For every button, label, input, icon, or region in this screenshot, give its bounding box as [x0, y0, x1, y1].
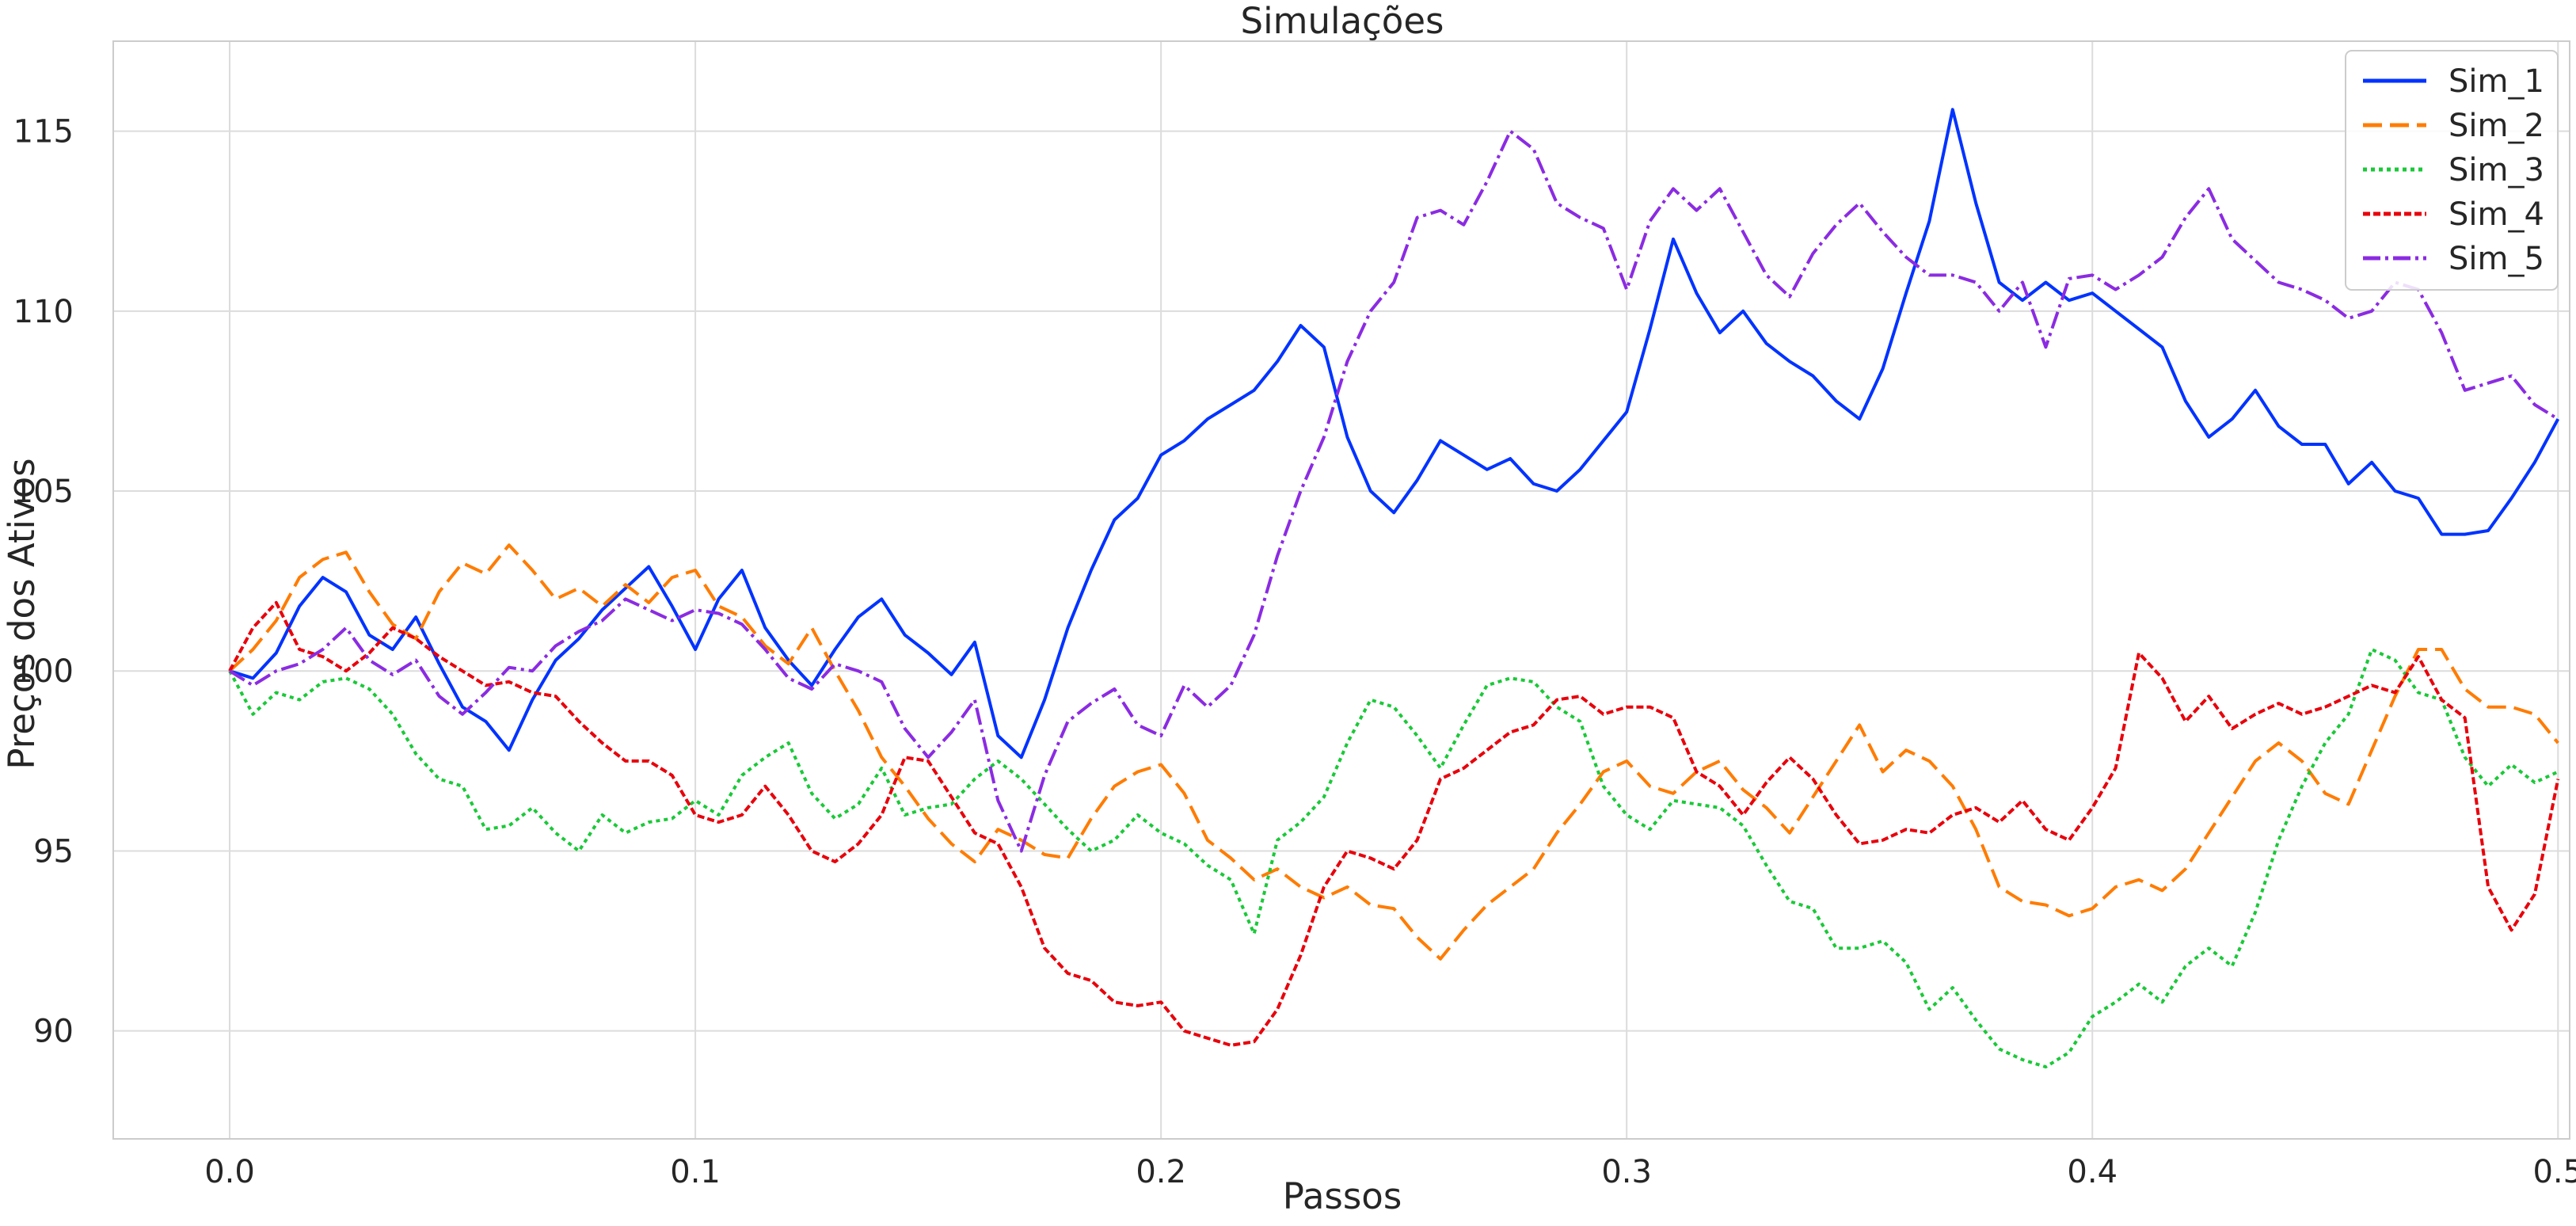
legend-label: Sim_4: [2449, 196, 2544, 233]
legend-box: [2345, 50, 2559, 291]
legend: Sim_1 Sim_2 Sim_3 Sim_4 Sim_5: [2345, 50, 2559, 291]
x-tick-label: 0.2: [1136, 1154, 1186, 1190]
y-tick-label: 110: [13, 294, 74, 330]
y-tick-label: 100: [13, 653, 74, 690]
y-tick-label: 105: [13, 474, 74, 510]
x-tick-label: 0.0: [204, 1154, 255, 1190]
series-line-sim-2: [228, 543, 2559, 961]
series-lines: [228, 108, 2560, 1069]
y-tick-label: 95: [33, 833, 74, 870]
x-tick-label: 0.1: [670, 1154, 721, 1190]
legend-label: Sim_2: [2449, 108, 2544, 144]
y-tick-label: 115: [13, 114, 74, 150]
series-line-sim-4: [228, 600, 2560, 1047]
plot-area-frame: [112, 40, 2570, 1140]
x-axis-label: Passos: [1283, 1175, 1402, 1217]
series-line-sim-5: [228, 129, 2559, 853]
y-axis-label: Preços dos Ativos: [1, 458, 43, 769]
legend-label: Sim_3: [2449, 152, 2544, 188]
legend-label: Sim_1: [2449, 63, 2544, 100]
tick-labels: 0.0 0.1 0.2 0.3 0.4 0.5 90 95 100 105 110 115: [13, 114, 2576, 1190]
series-line-sim-1: [229, 108, 2560, 760]
x-tick-label: 0.5: [2532, 1154, 2576, 1190]
y-tick-label: 90: [33, 1014, 74, 1050]
x-tick-label: 0.4: [2067, 1154, 2117, 1190]
x-tick-label: 0.3: [1601, 1154, 1652, 1190]
legend-label: Sim_5: [2449, 241, 2544, 277]
chart-title: Simulações: [1241, 0, 1444, 42]
